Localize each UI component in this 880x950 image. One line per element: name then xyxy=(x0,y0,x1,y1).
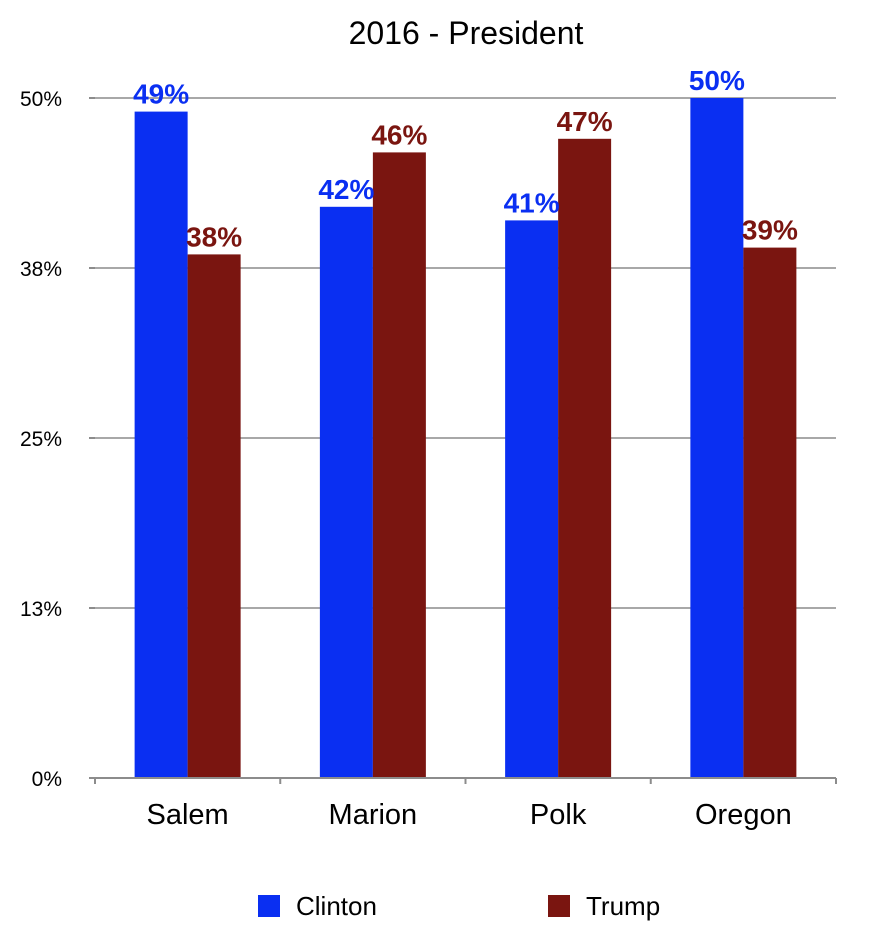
data-labels: 49% 38% 42% 46% 41% 47% 50% 39% xyxy=(133,65,798,252)
data-label: 39% xyxy=(742,215,798,246)
y-tick-label: 13% xyxy=(20,598,62,621)
legend-swatch-trump xyxy=(548,895,570,917)
chart-title: 2016 - President xyxy=(349,15,584,51)
y-tick-label: 0% xyxy=(32,768,62,791)
data-label: 50% xyxy=(689,65,745,96)
bar-trump-salem xyxy=(187,254,241,778)
y-tick-label: 25% xyxy=(20,428,62,451)
data-label: 42% xyxy=(318,174,374,205)
data-label: 41% xyxy=(504,187,560,218)
data-label: 49% xyxy=(133,79,189,110)
data-label: 46% xyxy=(371,119,427,150)
x-axis-ticks: Salem Marion Polk Oregon xyxy=(147,799,792,831)
bar-clinton-salem xyxy=(134,111,188,779)
legend-swatch-clinton xyxy=(258,895,280,917)
bar-trump-oregon xyxy=(743,247,797,779)
legend-label-trump: Trump xyxy=(586,891,660,921)
bar-clinton-marion xyxy=(319,206,373,779)
x-tick-label: Oregon xyxy=(695,799,792,831)
legend-label-clinton: Clinton xyxy=(296,891,377,921)
data-label: 38% xyxy=(186,221,242,252)
bar-clinton-polk xyxy=(505,220,559,778)
x-tick-label: Marion xyxy=(329,799,418,831)
y-axis-ticks: 0% 13% 25% 38% 50% xyxy=(20,88,95,791)
x-tick-label: Polk xyxy=(530,799,587,831)
bar-clinton-oregon xyxy=(690,98,744,778)
x-tick-label: Salem xyxy=(147,799,229,831)
x-axis xyxy=(94,777,837,784)
bars xyxy=(134,98,797,779)
y-tick-label: 38% xyxy=(20,258,62,281)
data-label: 47% xyxy=(557,106,613,137)
y-tick-label: 50% xyxy=(20,88,62,111)
bar-trump-polk xyxy=(558,138,612,779)
bar-trump-marion xyxy=(372,152,426,778)
legend: Clinton Trump xyxy=(258,891,660,921)
